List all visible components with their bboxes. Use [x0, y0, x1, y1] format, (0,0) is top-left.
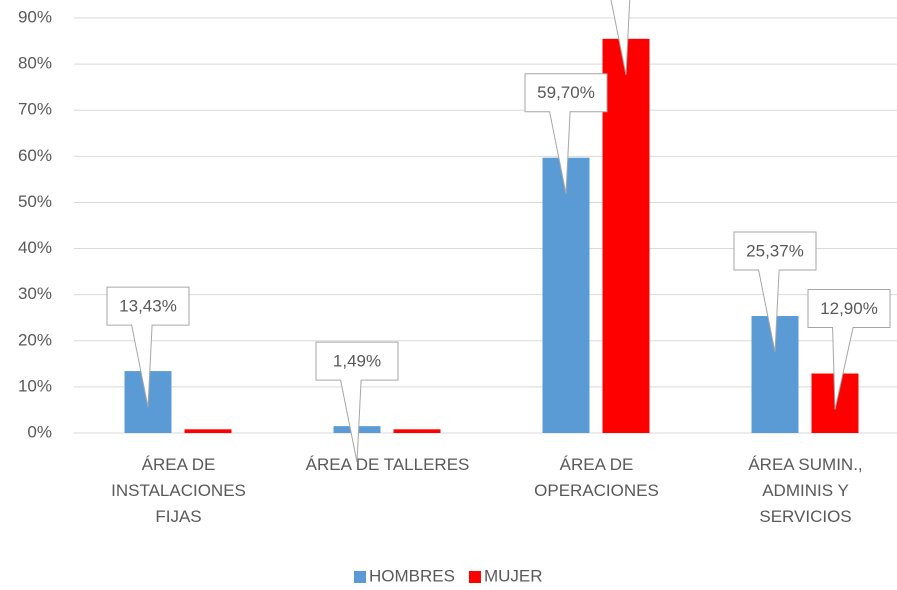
x-tick-label: ÁREA DE OPERACIONES — [534, 455, 659, 500]
data-label: 13,43% — [119, 297, 177, 316]
legend-label: HOMBRES — [369, 566, 455, 585]
y-tick-label: 40% — [18, 238, 52, 257]
y-tick-label: 90% — [18, 7, 52, 26]
x-tick-label: ÁREA SUMIN., ADMINIS Y SERVICIOS — [748, 455, 862, 526]
legend-swatch — [468, 571, 481, 583]
y-tick-label: 30% — [18, 284, 52, 303]
bar — [184, 429, 232, 433]
callout — [733, 231, 817, 353]
y-tick-label: 10% — [18, 376, 52, 395]
bar — [602, 38, 650, 433]
y-tick-label: 70% — [18, 100, 52, 119]
callout — [807, 289, 891, 410]
y-tick-label: 20% — [18, 330, 52, 349]
legend-label: MUJER — [484, 566, 543, 585]
x-tick-label: ÁREA DE INSTALACIONES FIJAS — [111, 455, 246, 526]
callout — [315, 341, 399, 463]
y-tick-label: 0% — [27, 422, 52, 441]
data-label: 59,70% — [537, 83, 595, 102]
data-label: 12,90% — [820, 299, 878, 318]
x-tick-label: ÁREA DE TALLERES — [306, 455, 470, 474]
legend-swatch — [354, 571, 366, 583]
bar — [542, 157, 590, 433]
data-label: 25,37% — [746, 242, 804, 261]
y-tick-label: 60% — [18, 146, 52, 165]
y-tick-label: 50% — [18, 192, 52, 211]
bar — [393, 429, 441, 433]
callout — [106, 286, 190, 408]
callout — [524, 73, 608, 194]
y-tick-label: 80% — [18, 54, 52, 73]
data-label: 1,49% — [333, 352, 381, 371]
callout — [610, 0, 631, 75]
